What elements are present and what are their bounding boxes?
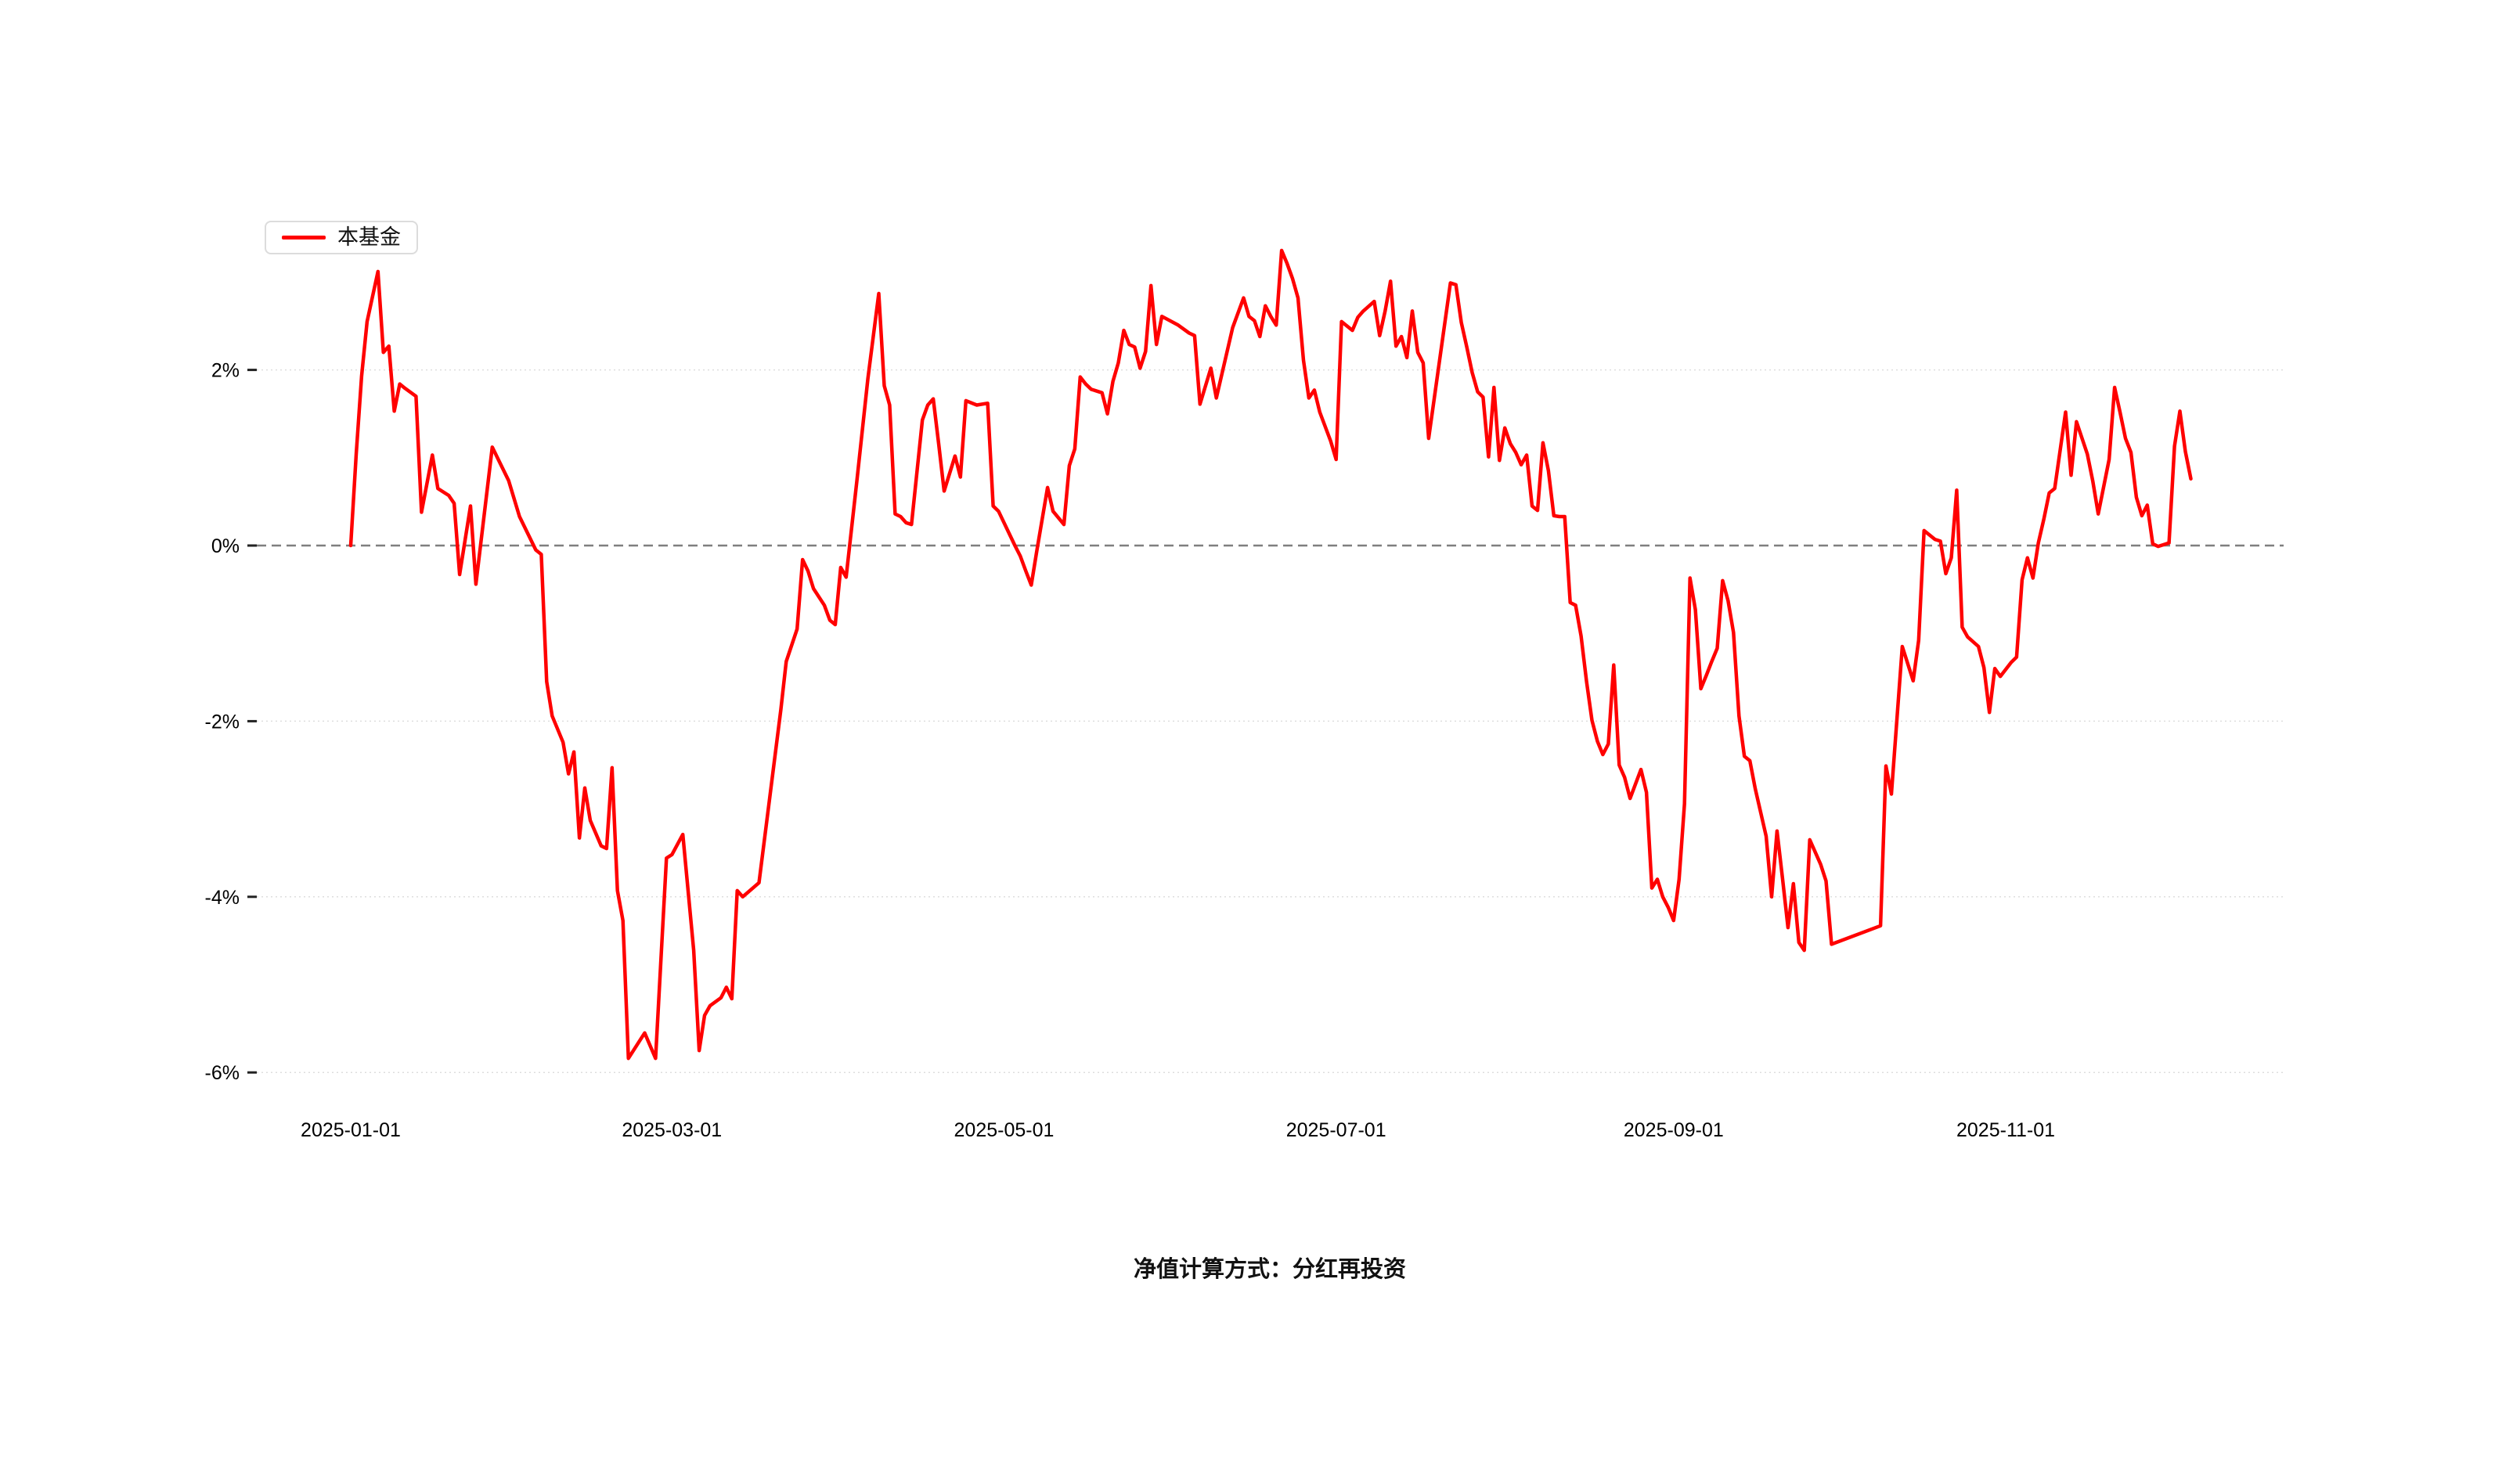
y-axis-labels: 2% 0% -2% -4% -6% [205, 360, 240, 1085]
y-tick-label: -2% [205, 711, 240, 733]
calculation-note: 净值计算方式：分红再投资 [1133, 1257, 1407, 1282]
y-tick-label: -6% [205, 1062, 240, 1084]
x-axis-labels: 2025-01-01 2025-03-01 2025-05-01 2025-07-01… [301, 1119, 2055, 1141]
x-tick-label: 2025-11-01 [1956, 1119, 2055, 1141]
legend-series-label: 本基金 [337, 225, 401, 249]
x-tick-label: 2025-03-01 [622, 1119, 722, 1141]
y-tick-label: 2% [211, 360, 240, 382]
y-tick-label: 0% [211, 535, 240, 557]
fund-line-series [348, 248, 2193, 1061]
y-axis-ticks [247, 369, 257, 1074]
gridlines [257, 369, 2284, 1073]
x-tick-label: 2025-05-01 [954, 1119, 1055, 1141]
x-tick-label: 2025-07-01 [1286, 1119, 1386, 1141]
x-tick-label: 2025-09-01 [1624, 1119, 1724, 1141]
legend[interactable]: 本基金 [265, 221, 418, 254]
x-tick-label: 2025-01-01 [301, 1119, 401, 1141]
legend-line-swatch [282, 236, 326, 240]
y-tick-label: -4% [205, 887, 240, 909]
